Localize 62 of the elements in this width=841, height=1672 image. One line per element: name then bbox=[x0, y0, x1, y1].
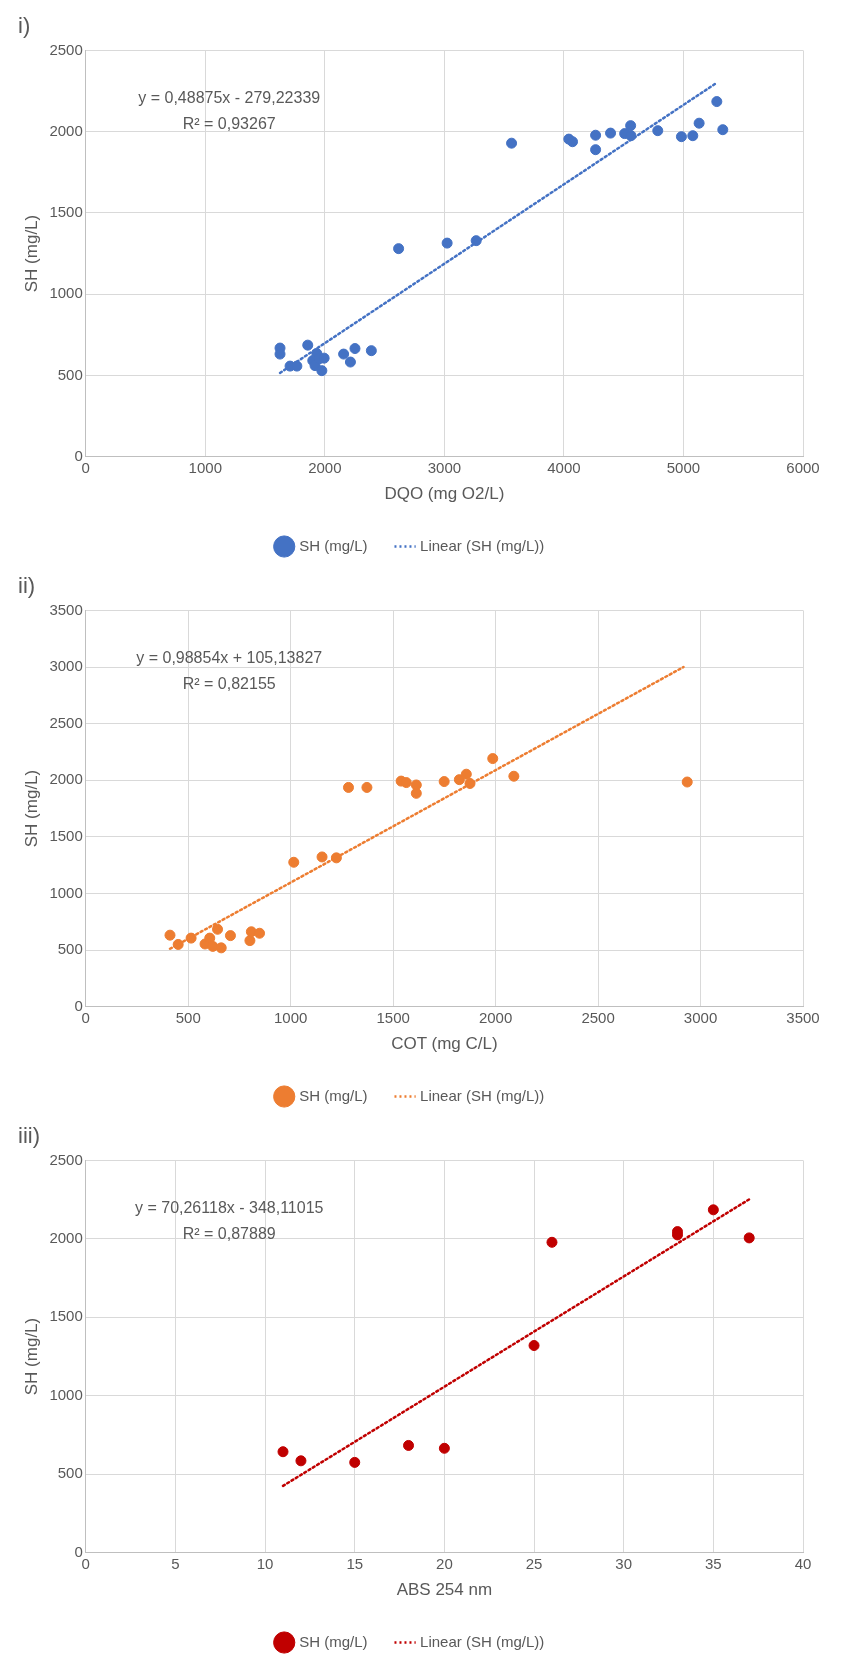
y-tick-label: 2500 bbox=[49, 40, 83, 58]
x-axis-title: ABS 254 nm bbox=[396, 1580, 493, 1600]
annotation: R² = 0,87889 bbox=[182, 1224, 276, 1242]
y-tick-label: 1000 bbox=[49, 883, 83, 901]
y-tick-label: 3500 bbox=[49, 600, 83, 618]
x-tick-label: 30 bbox=[615, 1554, 633, 1572]
legend-label: Linear (SH (mg/L)) bbox=[420, 1632, 545, 1650]
x-tick-label: 3000 bbox=[427, 458, 462, 476]
y-tick-label: 2000 bbox=[49, 1228, 83, 1246]
y-axis-title: SH (mg/L) bbox=[21, 1317, 41, 1396]
annotation: y = 0,48875x - 279,22339 bbox=[138, 88, 321, 106]
x-tick-label: 5000 bbox=[666, 458, 701, 476]
x-tick-label: 35 bbox=[705, 1554, 722, 1572]
y-tick-label: 0 bbox=[74, 1542, 83, 1560]
y-tick-label: 1500 bbox=[49, 203, 83, 221]
x-axis-title: COT (mg C/L) bbox=[391, 1034, 498, 1054]
y-tick-label: 1000 bbox=[49, 284, 83, 302]
annotation: R² = 0,82155 bbox=[182, 674, 276, 692]
x-tick-label: 10 bbox=[256, 1554, 274, 1572]
annotation: y = 0,98854x + 105,13827 bbox=[136, 648, 323, 666]
y-tick-label: 3000 bbox=[49, 657, 83, 675]
y-tick-label: 0 bbox=[74, 996, 83, 1014]
y-tick-label: 2500 bbox=[49, 1150, 83, 1168]
y-tick-label: 2000 bbox=[49, 121, 83, 139]
y-axis-title: SH (mg/L) bbox=[21, 214, 41, 293]
chart-title: ii) bbox=[18, 573, 36, 599]
x-tick-label: 500 bbox=[175, 1008, 201, 1026]
x-tick-label: 20 bbox=[436, 1554, 453, 1572]
x-tick-label: 25 bbox=[525, 1554, 543, 1572]
y-tick-label: 2500 bbox=[49, 713, 83, 731]
annotation: R² = 0,93267 bbox=[182, 114, 276, 132]
x-tick-label: 2500 bbox=[581, 1008, 615, 1026]
x-tick-label: 40 bbox=[794, 1554, 812, 1572]
chart-title: i) bbox=[18, 13, 31, 39]
x-tick-label: 1000 bbox=[274, 1008, 308, 1026]
legend-label: SH (mg/L) bbox=[299, 1086, 368, 1104]
x-tick-label: 5 bbox=[171, 1554, 180, 1572]
x-tick-label: 3500 bbox=[786, 1008, 820, 1026]
x-tick-label: 3000 bbox=[683, 1008, 718, 1026]
legend-label: SH (mg/L) bbox=[299, 536, 368, 554]
x-tick-label: 6000 bbox=[786, 458, 820, 476]
x-tick-label: 2000 bbox=[308, 458, 342, 476]
y-tick-label: 1000 bbox=[49, 1385, 83, 1403]
x-axis-title: DQO (mg O2/L) bbox=[384, 484, 505, 504]
x-tick-label: 15 bbox=[346, 1554, 364, 1572]
y-axis-title: SH (mg/L) bbox=[21, 769, 41, 848]
y-tick-label: 2000 bbox=[49, 770, 83, 788]
chart-title: iii) bbox=[18, 1123, 40, 1149]
y-tick-label: 500 bbox=[57, 940, 83, 958]
x-tick-label: 1000 bbox=[188, 458, 222, 476]
annotation: y = 70,26118x - 348,11015 bbox=[134, 1198, 324, 1216]
x-tick-label: 4000 bbox=[547, 458, 581, 476]
legend-label: Linear (SH (mg/L)) bbox=[420, 1086, 545, 1104]
y-tick-label: 1500 bbox=[49, 826, 83, 844]
x-tick-label: 1500 bbox=[376, 1008, 410, 1026]
y-tick-label: 500 bbox=[57, 365, 83, 383]
x-tick-label: 2000 bbox=[478, 1008, 513, 1026]
y-tick-label: 1500 bbox=[49, 1307, 83, 1325]
legend-label: Linear (SH (mg/L)) bbox=[420, 536, 545, 554]
y-tick-label: 500 bbox=[57, 1464, 83, 1482]
y-tick-label: 0 bbox=[74, 446, 83, 464]
legend-label: SH (mg/L) bbox=[299, 1632, 368, 1650]
